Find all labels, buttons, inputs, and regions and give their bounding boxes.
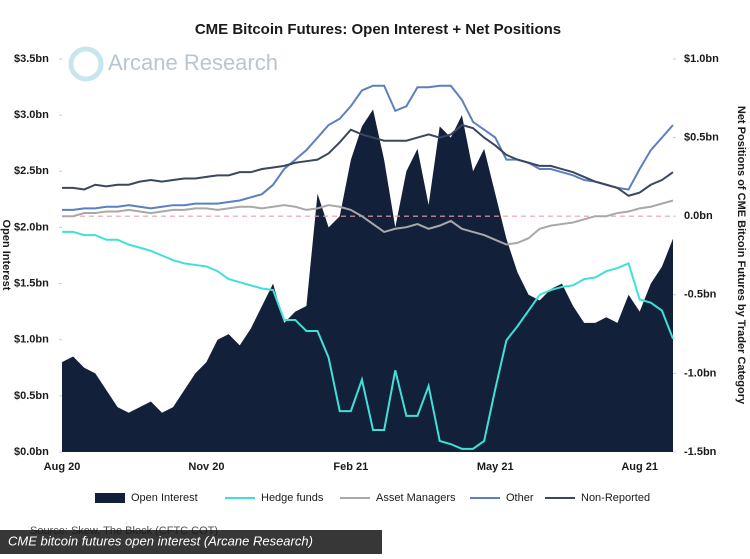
y-tick-label: $1.0bn [14,334,49,346]
y2-tick-label: $0.5bn [684,132,719,144]
logo-mark [68,46,104,82]
caption: CME bitcoin futures open interest (Arcan… [8,533,313,548]
legend-label: Non-Reported [581,492,650,504]
y-axis-label: Open Interest [0,220,12,291]
y-tick-label: $3.5bn [14,53,49,65]
watermark: Arcane Research [108,50,278,75]
line [62,84,674,211]
line [62,123,674,197]
y2-axis-label: Net Positions of CME Bitcoin Futures by … [735,106,747,405]
logo [68,46,104,82]
chart-title: CME Bitcoin Futures: Open Interest + Net… [195,21,561,38]
y2-tick-label: -1.5bn [684,446,717,458]
legend-label: Asset Managers [376,492,456,504]
caption-bg [0,530,382,554]
legend-label: Other [506,492,534,504]
y-tick-label: $0.0bn [14,446,49,458]
line [62,199,674,246]
y-tick-label: $2.0bn [14,221,49,233]
x-tick-label: May 21 [477,461,514,473]
y-tick-label: $1.5bn [14,277,49,289]
y2-tick-label: 0.0bn [684,210,713,222]
x-tick-label: Nov 20 [188,461,224,473]
x-tick-label: Feb 21 [333,461,368,473]
y-tick-label: $0.5bn [14,390,49,402]
y2-tick-label: $1.0bn [684,53,719,65]
y-tick-label: $2.5bn [14,165,49,177]
y2-tick-label: -1.0bn [684,367,717,379]
x-tick-label: Aug 21 [621,461,658,473]
line [62,230,674,450]
legend-label: Open Interest [131,492,198,504]
area [62,109,673,453]
x-tick-label: Aug 20 [44,461,81,473]
legend-label: Hedge funds [261,492,324,504]
legend-swatch [95,493,125,503]
y-tick-label: $3.0bn [14,109,49,121]
y2-tick-label: -0.5bn [684,289,717,301]
